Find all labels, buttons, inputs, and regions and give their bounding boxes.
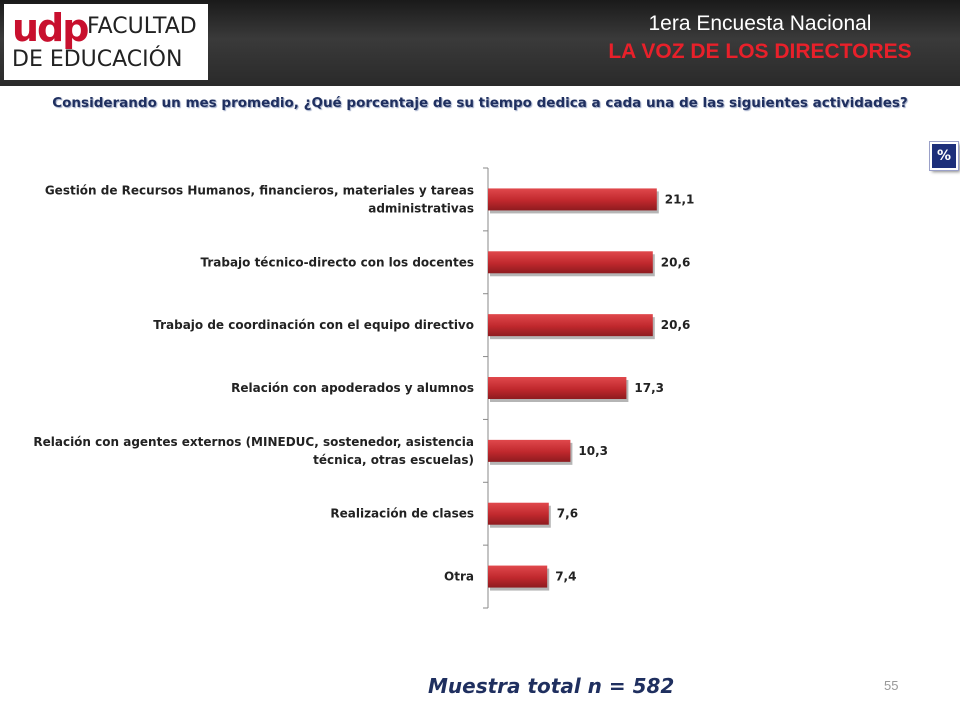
question-heading: Considerando un mes promedio, ¿Qué porce… <box>52 95 908 111</box>
category-label: Gestión de Recursos Humanos, financieros… <box>45 183 474 197</box>
bar <box>488 502 549 525</box>
logo-education-text: DE EDUCACIÓN <box>12 47 183 72</box>
category-label: Relación con agentes externos (MINEDUC, … <box>33 435 474 449</box>
value-label: 20,6 <box>661 318 691 332</box>
value-label: 17,3 <box>634 381 664 395</box>
survey-title: 1era Encuesta Nacional <box>648 12 872 35</box>
value-label: 7,4 <box>555 570 576 584</box>
page-number: 55 <box>884 678 899 693</box>
value-label: 7,6 <box>557 507 578 521</box>
percent-badge: % <box>930 142 958 170</box>
category-label: Otra <box>444 570 474 584</box>
category-label: administrativas <box>368 201 474 215</box>
bar <box>488 439 571 462</box>
header-bar: udp FACULTAD DE EDUCACIÓN 1era Encuesta … <box>0 0 960 86</box>
category-label: técnica, otras escuelas) <box>313 453 474 467</box>
logo-udp-text: udp <box>12 6 89 50</box>
bar <box>488 314 653 337</box>
value-label: 21,1 <box>665 192 695 206</box>
bar <box>488 377 627 399</box>
category-label: Realización de clases <box>330 507 474 521</box>
logo-faculty-text: FACULTAD <box>87 14 197 39</box>
survey-subtitle: LA VOZ DE LOS DIRECTORES <box>608 40 912 63</box>
university-logo: udp FACULTAD DE EDUCACIÓN <box>4 4 208 80</box>
bar <box>488 251 653 274</box>
bar <box>488 565 548 588</box>
value-label: 10,3 <box>578 444 608 458</box>
category-label: Trabajo de coordinación con el equipo di… <box>153 318 474 332</box>
bar <box>488 188 657 211</box>
category-label: Relación con apoderados y alumnos <box>231 381 474 395</box>
sample-size-note: Muestra total n = 582 <box>428 674 675 698</box>
category-label: Trabajo técnico-directo con los docentes <box>200 255 474 269</box>
value-label: 20,6 <box>661 255 691 269</box>
